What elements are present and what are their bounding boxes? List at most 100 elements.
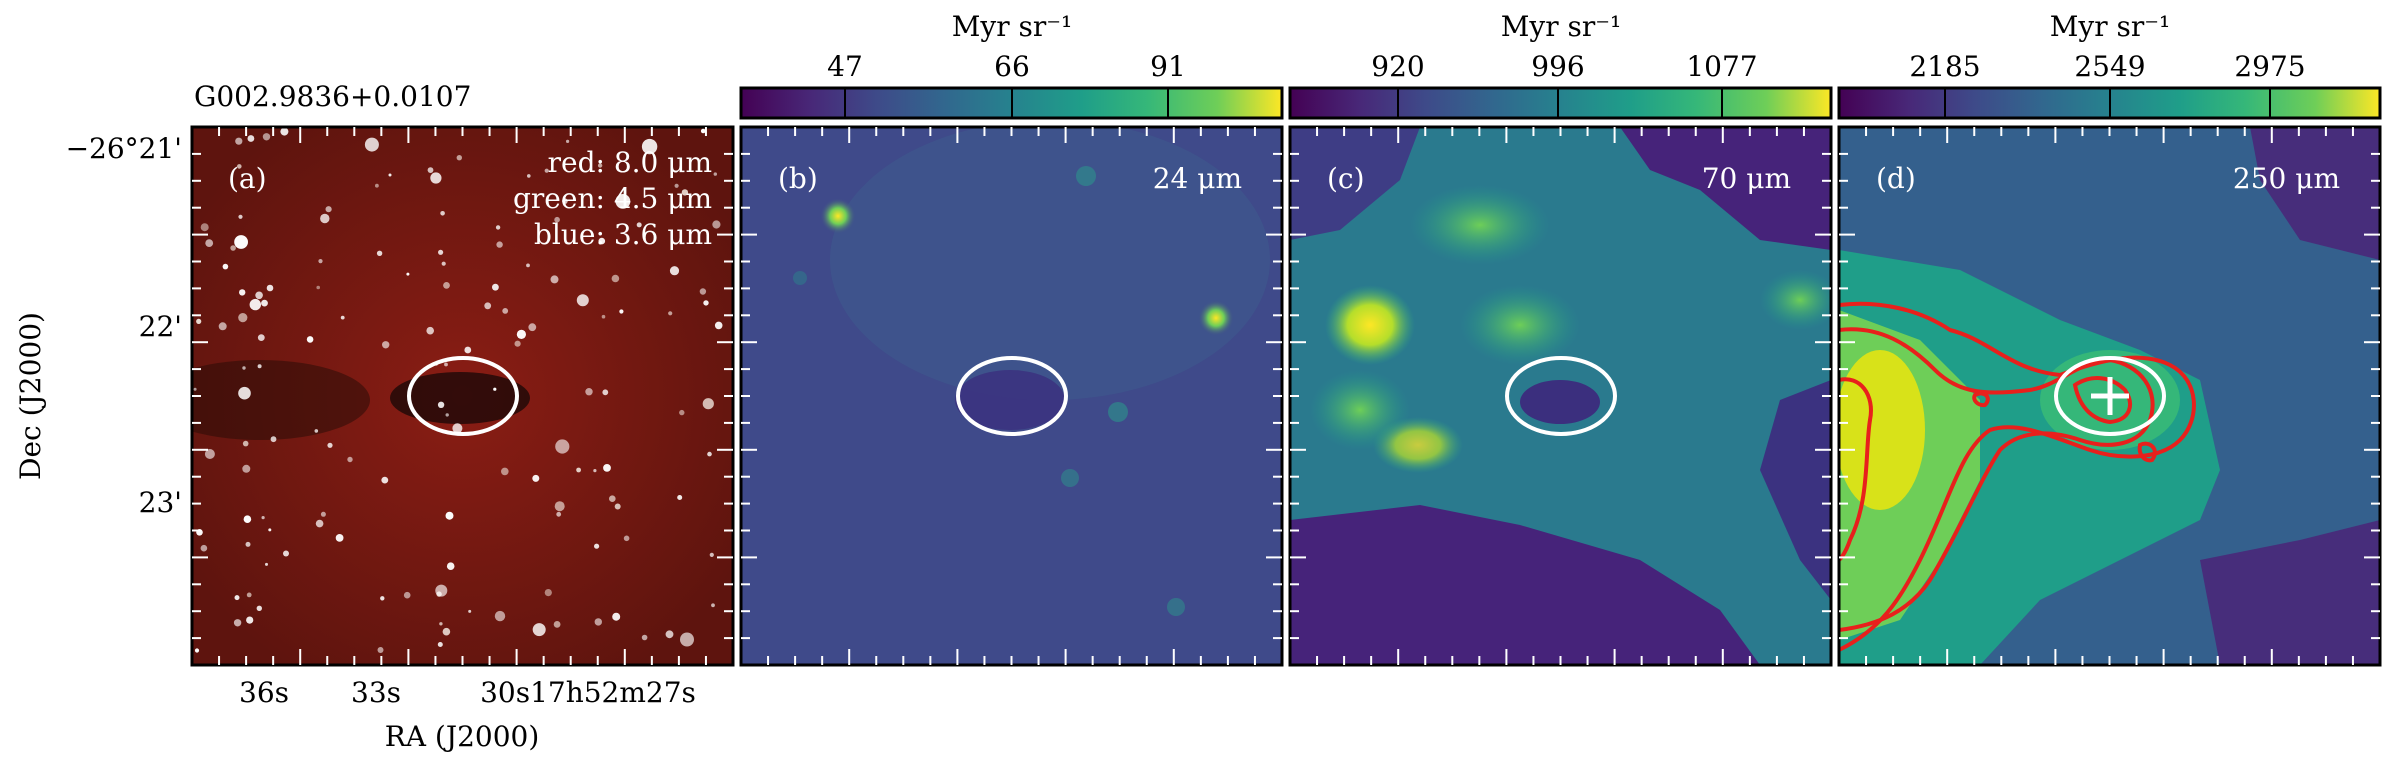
panel-a-ellipse bbox=[407, 356, 519, 436]
star bbox=[532, 623, 546, 637]
star bbox=[493, 387, 497, 391]
star bbox=[623, 535, 630, 542]
panel-c-tag: (c) bbox=[1327, 162, 1365, 195]
star bbox=[245, 541, 251, 547]
panel-c-void-right bbox=[1760, 380, 1831, 600]
y-tick-1: −26°21' bbox=[66, 132, 182, 165]
star bbox=[700, 128, 706, 134]
star bbox=[283, 550, 289, 557]
star bbox=[380, 596, 385, 601]
star bbox=[679, 409, 685, 416]
panel-d bbox=[1839, 127, 2380, 665]
colorbar-b: Myr sr⁻¹ 47 66 91 bbox=[739, 10, 1284, 120]
colorbar-b-tick-1: 47 bbox=[827, 50, 863, 83]
star bbox=[280, 127, 289, 136]
star bbox=[242, 366, 246, 370]
x-tick-3: 30s17h52m27s bbox=[480, 676, 696, 709]
star bbox=[598, 237, 606, 245]
star bbox=[325, 206, 332, 213]
panel-a-tag: (a) bbox=[228, 162, 267, 195]
contour-1 bbox=[1839, 301, 2196, 652]
star bbox=[452, 423, 463, 434]
star bbox=[585, 388, 593, 396]
cross-marker bbox=[2091, 377, 2129, 415]
colorbar-d: Myr sr⁻¹ 2185 2549 2975 bbox=[1837, 10, 2382, 120]
star bbox=[314, 429, 319, 433]
star bbox=[222, 263, 229, 270]
star bbox=[430, 172, 442, 184]
star bbox=[532, 474, 540, 482]
point-source-7 bbox=[793, 271, 807, 285]
star bbox=[442, 627, 451, 636]
star bbox=[382, 341, 390, 349]
star bbox=[593, 469, 597, 473]
star bbox=[238, 386, 251, 400]
source-name: G002.9836+0.0107 bbox=[194, 80, 471, 113]
star bbox=[335, 534, 344, 542]
star bbox=[526, 263, 530, 268]
x-tick-2: 33s bbox=[351, 676, 401, 709]
star bbox=[516, 329, 527, 339]
panel-d-dark-top bbox=[2250, 127, 2380, 260]
star bbox=[204, 449, 215, 459]
star bbox=[594, 543, 600, 549]
panel-c-green-1 bbox=[1460, 285, 1580, 365]
colorbar-c-tick-1: 920 bbox=[1371, 50, 1424, 83]
y-axis-label: Dec (J2000) bbox=[14, 312, 47, 480]
star bbox=[603, 464, 611, 472]
panel-c-ellipse bbox=[1505, 356, 1617, 436]
star bbox=[249, 298, 261, 311]
star bbox=[237, 164, 242, 169]
star bbox=[426, 326, 435, 335]
star bbox=[261, 299, 268, 307]
point-source-4 bbox=[1108, 402, 1128, 422]
star bbox=[445, 511, 454, 520]
colorbar-c-bar bbox=[1288, 86, 1833, 120]
contour-6 bbox=[1972, 391, 1990, 408]
star bbox=[443, 282, 450, 289]
point-source-3 bbox=[1076, 166, 1096, 186]
star bbox=[556, 511, 562, 517]
colorbar-d-tick-1: 2185 bbox=[1909, 50, 1980, 83]
star bbox=[266, 284, 274, 292]
star bbox=[597, 163, 603, 168]
star bbox=[315, 519, 324, 528]
star bbox=[427, 167, 434, 174]
dark-cloud bbox=[390, 372, 530, 424]
star bbox=[709, 552, 714, 558]
star bbox=[256, 605, 262, 611]
star bbox=[714, 321, 723, 330]
star bbox=[562, 198, 568, 204]
point-source-1 bbox=[820, 198, 856, 234]
panel-b-tag: (b) bbox=[778, 162, 818, 195]
star bbox=[200, 544, 208, 552]
star bbox=[242, 464, 251, 473]
colorbar-b-tick-2: 66 bbox=[994, 50, 1030, 83]
panel-b-dark bbox=[955, 370, 1065, 430]
panel-c-bright-1 bbox=[1325, 285, 1415, 365]
panel-c-void-top bbox=[1620, 127, 1831, 250]
star bbox=[320, 213, 330, 224]
star bbox=[403, 591, 411, 599]
star bbox=[318, 259, 323, 264]
panel-d-ellipse bbox=[2054, 356, 2166, 436]
star bbox=[347, 456, 353, 463]
tick-marks bbox=[192, 127, 2380, 665]
colorbar-b-tick-3: 91 bbox=[1150, 50, 1186, 83]
star bbox=[496, 241, 503, 248]
star bbox=[528, 323, 537, 332]
star bbox=[233, 619, 242, 627]
panel-c-green-3 bbox=[1310, 370, 1410, 450]
star bbox=[257, 364, 262, 369]
panel-d-tag: (d) bbox=[1876, 162, 1916, 195]
star bbox=[699, 288, 707, 295]
star bbox=[246, 592, 252, 598]
star bbox=[544, 168, 549, 173]
star bbox=[262, 133, 271, 141]
star bbox=[464, 346, 472, 354]
star bbox=[495, 225, 501, 230]
star bbox=[306, 336, 314, 343]
star bbox=[614, 503, 621, 510]
star bbox=[702, 398, 714, 410]
